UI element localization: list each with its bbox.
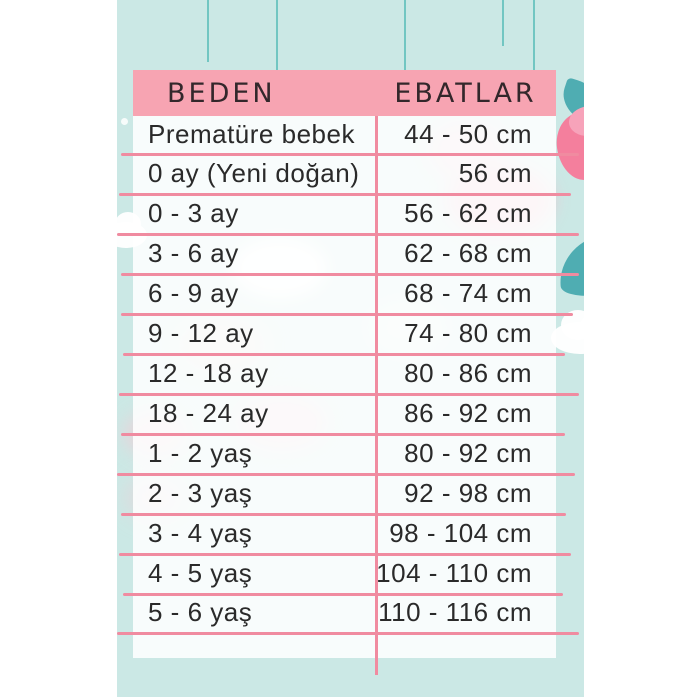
table-row: 0 ay (Yeni doğan) 56 cm [133, 153, 556, 193]
header-range-label: EBATLAR [394, 77, 537, 109]
header-size-label: BEDEN [167, 77, 276, 109]
row-separator-line [117, 632, 579, 635]
range-cell: 98 - 104 cm [389, 517, 532, 548]
range-cell: 56 - 62 cm [404, 197, 532, 228]
row-separator-line [121, 433, 565, 436]
size-cell: 9 - 12 ay [148, 317, 254, 348]
size-cell: 3 - 4 yaş [148, 517, 253, 548]
cloud-right-icon [561, 310, 584, 340]
mobile-string [533, 0, 535, 70]
range-cell: 80 - 86 cm [404, 357, 532, 388]
range-cell: 80 - 92 cm [404, 437, 532, 468]
range-cell: 92 - 98 cm [404, 477, 532, 508]
teal-crescent-shape [556, 233, 584, 299]
header-cell-size: BEDEN [133, 70, 375, 116]
table-row: 9 - 12 ay 74 - 80 cm [133, 313, 556, 353]
row-separator-line [121, 273, 579, 276]
size-cell: 12 - 18 ay [148, 357, 269, 388]
mobile-string [207, 0, 209, 62]
size-cell: Prematüre bebek [148, 119, 355, 149]
range-cell: 44 - 50 cm [404, 119, 532, 149]
size-cell: 6 - 9 ay [148, 277, 239, 308]
table-row: 6 - 9 ay 68 - 74 cm [133, 273, 556, 313]
table-row: Prematüre bebek 44 - 50 cm [133, 116, 556, 153]
row-separator-line [117, 473, 575, 476]
table-row: 1 - 2 yaş 80 - 92 cm [133, 433, 556, 473]
row-separator-line [123, 593, 563, 596]
table-row: 12 - 18 ay 80 - 86 cm [133, 353, 556, 393]
size-cell: 0 ay (Yeni doğan) [148, 157, 360, 188]
row-separator-line [119, 393, 579, 396]
row-separator-line [119, 553, 571, 556]
row-separator-line [121, 313, 573, 316]
range-cell: 56 cm [458, 157, 532, 188]
header-cell-range: EBATLAR [375, 70, 556, 116]
mobile-string [404, 0, 406, 70]
size-cell: 1 - 2 yaş [148, 437, 253, 468]
table-row: 3 - 4 yaş 98 - 104 cm [133, 513, 556, 553]
table-row: 4 - 5 yaş 104 - 110 cm [133, 553, 556, 593]
range-cell: 110 - 116 cm [378, 597, 532, 627]
table-row: 3 - 6 ay 62 - 68 cm [133, 233, 556, 273]
row-separator-line [121, 153, 579, 156]
table-body: Prematüre bebek 44 - 50 cm 0 ay (Yeni doğa… [133, 116, 556, 632]
cloud-right-icon [579, 314, 584, 342]
row-separator-line [121, 513, 566, 516]
table-row: 5 - 6 yaş 110 - 116 cm [133, 593, 556, 632]
mobile-string [276, 0, 278, 70]
size-cell: 4 - 5 yaş [148, 557, 253, 588]
range-cell: 104 - 110 cm [376, 557, 532, 588]
white-dot [121, 118, 128, 125]
table-empty-row [133, 632, 556, 658]
table-header: BEDEN EBATLAR [133, 70, 556, 116]
size-cell: 3 - 6 ay [148, 237, 239, 268]
table-row: 0 - 3 ay 56 - 62 cm [133, 193, 556, 233]
size-chart-image: BEDEN EBATLAR Prematüre bebek 44 - 50 cm 0… [117, 0, 584, 697]
mobile-string [502, 0, 504, 46]
row-separator-line [123, 353, 565, 356]
size-cell: 18 - 24 ay [148, 397, 269, 428]
range-cell: 62 - 68 cm [404, 237, 532, 268]
row-separator-line [119, 193, 571, 196]
size-cell: 5 - 6 yaş [148, 597, 253, 627]
range-cell: 74 - 80 cm [404, 317, 532, 348]
size-cell: 0 - 3 ay [148, 197, 239, 228]
table-row: 18 - 24 ay 86 - 92 cm [133, 393, 556, 433]
range-cell: 68 - 74 cm [404, 277, 532, 308]
row-separator-line [117, 233, 579, 236]
range-cell: 86 - 92 cm [404, 397, 532, 428]
size-cell: 2 - 3 yaş [148, 477, 253, 508]
table-row: 2 - 3 yaş 92 - 98 cm [133, 473, 556, 513]
